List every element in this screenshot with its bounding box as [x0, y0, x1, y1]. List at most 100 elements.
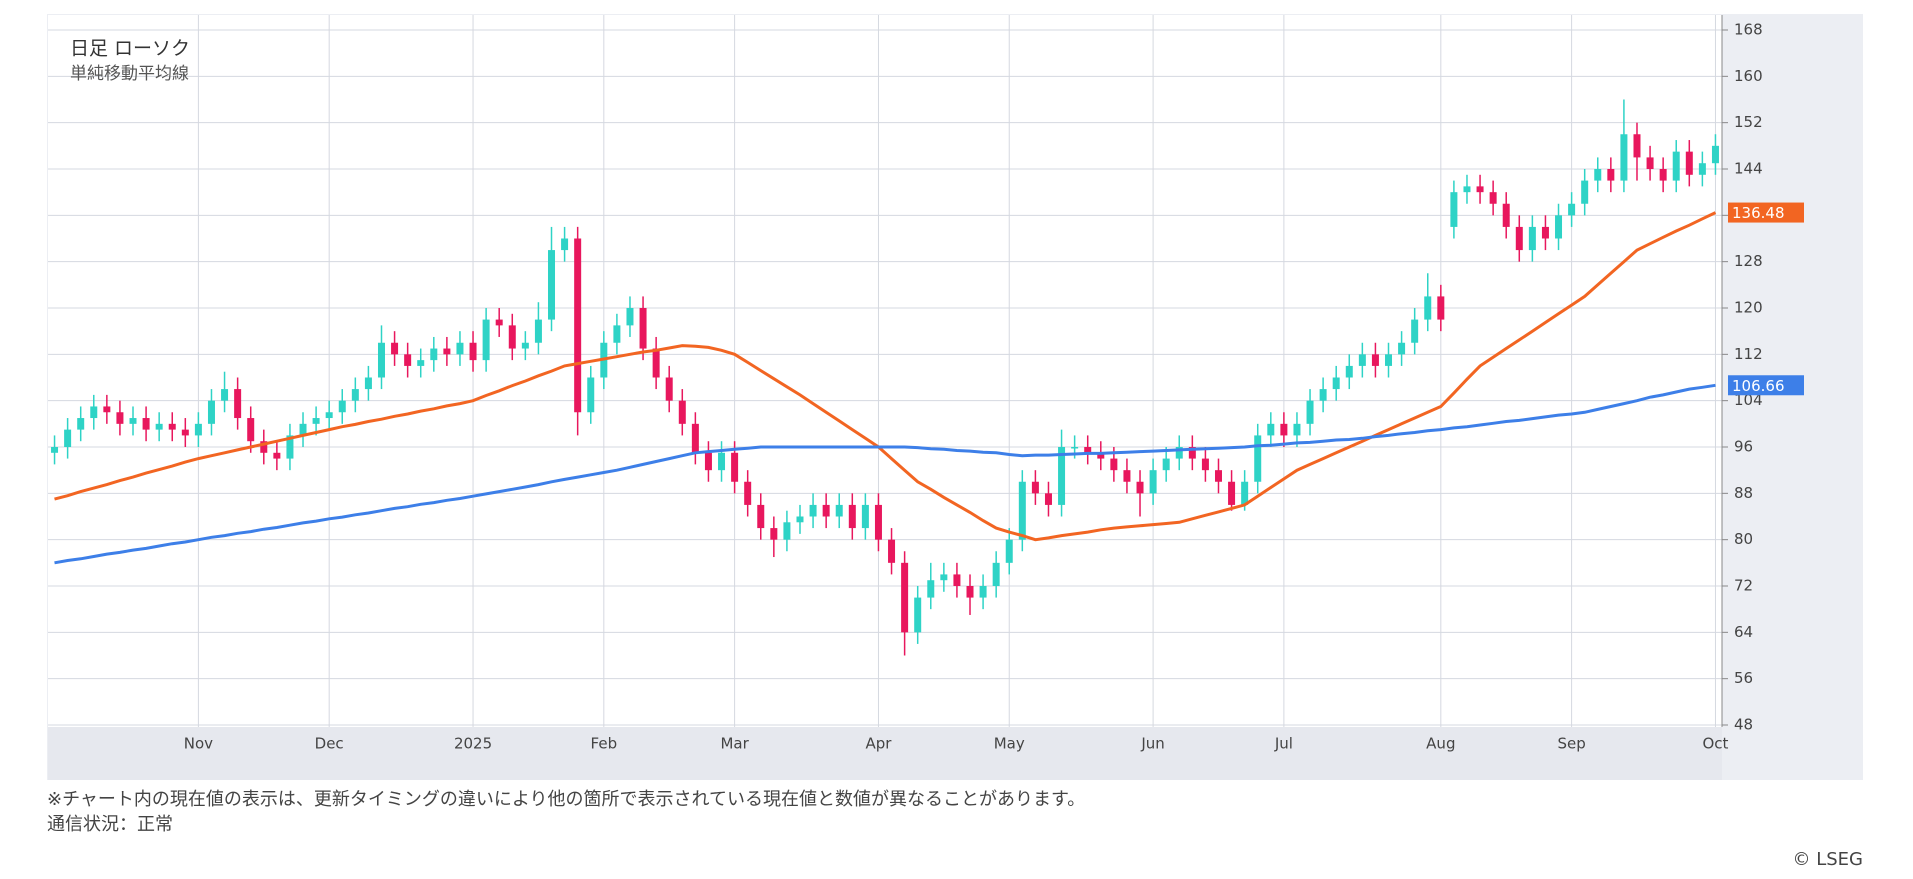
candle-body	[718, 452, 726, 471]
x-tick-label: Jul	[1274, 735, 1293, 753]
candle-body	[1633, 134, 1641, 158]
candle-body	[1607, 169, 1615, 181]
last-value-label: 136.48	[1732, 204, 1785, 222]
candle-body	[534, 319, 542, 343]
candle-body	[1581, 180, 1589, 204]
candle-body	[1175, 447, 1183, 459]
candle-body	[299, 423, 307, 436]
candle-body	[561, 238, 569, 251]
x-tick-label: May	[994, 735, 1025, 753]
candle-body	[914, 597, 922, 633]
x-tick-label: Nov	[184, 735, 213, 753]
candle-body	[404, 354, 412, 366]
y-tick-label: 80	[1734, 530, 1753, 548]
chart-subtitle: 単純移動平均線	[70, 64, 189, 84]
candle-body	[116, 412, 124, 424]
y-tick-label: 144	[1734, 160, 1763, 178]
candle-body	[1424, 296, 1432, 320]
y-tick-label: 112	[1734, 345, 1763, 363]
last-value-tag	[1728, 375, 1804, 396]
candle-body	[51, 447, 59, 453]
candle-body	[1018, 481, 1026, 540]
candle-body	[652, 348, 660, 378]
candle-body	[1659, 169, 1667, 181]
plot: 4856647280889610411212012813614415216016…	[48, 15, 1804, 780]
candle-body	[155, 423, 163, 430]
moving-average-line	[54, 383, 1716, 565]
x-tick-label: Mar	[720, 735, 749, 753]
candle-body	[1123, 470, 1131, 482]
candle-body	[901, 562, 909, 633]
candle-body	[1450, 192, 1458, 227]
candle-body	[1398, 342, 1406, 355]
candle-body	[482, 319, 490, 361]
candle-body	[1293, 423, 1301, 436]
candle-body	[338, 400, 346, 413]
candle-body	[1228, 481, 1236, 505]
candle-body	[1267, 423, 1275, 436]
candle-body	[665, 377, 673, 401]
candle-body	[1214, 470, 1222, 482]
candle-body	[77, 418, 85, 430]
x-tick-label: Jun	[1140, 735, 1164, 753]
candle-body	[64, 429, 72, 447]
candle-body	[1371, 354, 1379, 366]
candle-body	[1188, 447, 1196, 459]
candle-body	[247, 418, 255, 442]
candle-body	[129, 418, 137, 424]
candle-body	[325, 412, 333, 419]
candle-body	[1685, 151, 1693, 175]
candle-body	[1476, 186, 1484, 193]
candle-body	[1280, 423, 1288, 436]
candle-body	[260, 441, 268, 453]
candle-body	[940, 574, 948, 581]
x-tick-label: 2025	[454, 735, 492, 753]
candle-body	[1646, 157, 1654, 169]
candle-body	[521, 342, 529, 349]
candle-body	[469, 342, 477, 361]
candle-body	[456, 342, 464, 355]
candle-body	[351, 389, 359, 401]
candle-body	[142, 418, 150, 430]
candle-body	[1411, 319, 1419, 343]
candle-body	[495, 319, 503, 326]
x-tick-label: Dec	[315, 735, 344, 753]
y-tick-label: 96	[1734, 438, 1753, 456]
x-tick-label: Oct	[1702, 735, 1728, 753]
candle-body	[1698, 163, 1706, 175]
candle-body	[1319, 389, 1327, 401]
candle-body	[1110, 458, 1118, 471]
candle-body	[574, 238, 582, 413]
candle-body	[757, 504, 765, 529]
y-tick-label: 152	[1734, 113, 1763, 131]
candle-body	[1502, 203, 1510, 227]
x-tick-label: Feb	[591, 735, 618, 753]
candle-body	[1711, 145, 1719, 164]
candle-body	[1044, 493, 1052, 505]
candle-body	[835, 504, 843, 517]
candle-body	[1058, 447, 1066, 505]
candle-body	[364, 377, 372, 390]
last-value-label: 106.66	[1732, 377, 1785, 395]
candle-body	[443, 348, 451, 355]
moving-average-line	[54, 211, 1717, 542]
y-tick-label: 64	[1734, 623, 1753, 641]
candle-body	[1515, 226, 1523, 251]
candle-body	[1437, 296, 1445, 320]
candle-body	[1620, 134, 1628, 181]
candle-body	[1541, 226, 1549, 239]
candle-body	[168, 423, 176, 430]
status: 通信状況：正常	[47, 814, 173, 835]
candle-body	[613, 325, 621, 343]
candle-body	[207, 400, 215, 424]
candle-body	[626, 308, 634, 326]
candle-body	[770, 528, 778, 540]
candle-body	[1594, 169, 1602, 181]
candle-body	[1672, 151, 1680, 181]
plot-area	[48, 15, 1722, 727]
x-axis-band	[48, 727, 1722, 780]
candle-body	[822, 504, 830, 517]
candle-body	[1568, 203, 1576, 216]
x-tick-label: Aug	[1426, 735, 1455, 753]
